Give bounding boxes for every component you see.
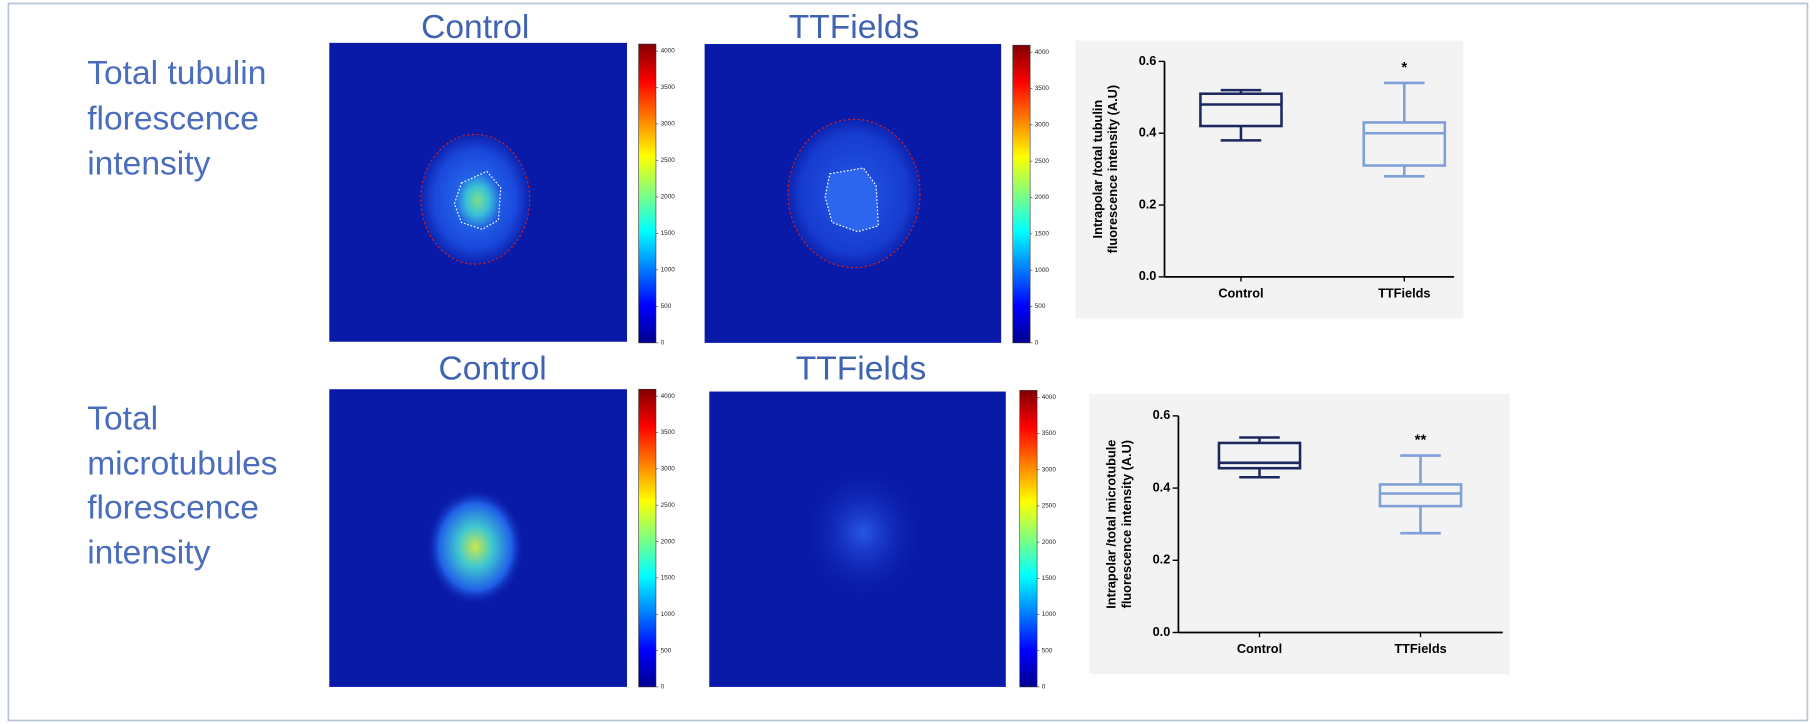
colorbar-tick-label: 3500	[661, 84, 676, 91]
y-tick-label: 0.6	[1153, 407, 1171, 422]
x-tick-label: Control	[1218, 286, 1263, 301]
colorbar-tick-label: 2500	[661, 157, 676, 164]
row-label: Total	[87, 400, 158, 437]
panel-title: TTFields	[796, 351, 927, 388]
colorbar-tick-label: 3500	[1042, 430, 1057, 437]
colorbar	[638, 43, 657, 344]
heatmap	[704, 44, 1002, 343]
row-label: intensity	[87, 146, 210, 183]
colorbar-tick-label: 1000	[661, 267, 676, 274]
row-label: microtubules	[87, 446, 277, 483]
y-axis-label: fluorescence intensity (A.U)	[1119, 440, 1134, 608]
colorbar-tick-label: 2500	[661, 502, 676, 509]
colorbar-tick-label: 2000	[1042, 539, 1057, 546]
colorbar	[1019, 390, 1038, 688]
colorbar-tick-label: 1500	[1035, 231, 1050, 238]
box	[1217, 441, 1302, 470]
x-tick-label: Control	[1237, 641, 1282, 656]
colorbar-tick-label: 2000	[661, 538, 676, 545]
colorbar-tick-label: 2000	[1035, 194, 1050, 201]
colorbar-tick-label: 3500	[1035, 85, 1050, 92]
colorbar-tick-label: 4000	[661, 48, 676, 55]
colorbar-tick-label: 3000	[1042, 466, 1057, 473]
y-tick-label: 0.4	[1153, 479, 1172, 494]
colorbar-tick-label: 1500	[1042, 575, 1057, 582]
panel-title: TTFields	[789, 9, 920, 46]
colorbar-tick-label: 4000	[1042, 394, 1057, 401]
heatmap	[329, 389, 628, 687]
colorbar-tick-label: 1000	[661, 611, 676, 618]
panel-title: Control	[439, 351, 547, 388]
colorbar-tick-label: 0	[1042, 684, 1046, 691]
colorbar-tick-label: 0	[661, 684, 665, 691]
panel-title: Control	[421, 9, 529, 46]
colorbar-tick-label: 3500	[661, 429, 676, 436]
colorbar-tick-label: 500	[661, 303, 672, 310]
colorbar-tick-label: 500	[1035, 303, 1046, 310]
row-label: florescence	[87, 490, 259, 527]
colorbar-tick-label: 2500	[1042, 503, 1057, 510]
x-tick-label: TTFields	[1394, 641, 1446, 656]
y-axis-label: Intrapolar /total microtubule	[1104, 440, 1119, 609]
colorbar-tick-label: 4000	[661, 393, 676, 400]
colorbar-tick-label: 2500	[1035, 158, 1050, 165]
heatmap	[709, 391, 1006, 687]
colorbar-tick-label: 0	[1035, 340, 1039, 347]
colorbar-tick-label: 3000	[1035, 122, 1050, 129]
colorbar-tick-label: 2000	[661, 194, 676, 201]
colorbar-tick-label: 1500	[661, 575, 676, 582]
heatmap	[329, 42, 628, 342]
colorbar-tick-label: 0	[661, 340, 665, 347]
row-label: Total tubulin	[87, 55, 266, 92]
y-tick-label: 0.2	[1139, 196, 1157, 211]
box	[1378, 483, 1463, 508]
y-tick-label: 0.2	[1153, 552, 1171, 567]
significance: *	[1401, 59, 1407, 76]
colorbar-tick-label: 1000	[1042, 611, 1057, 618]
colorbar-tick-label: 1500	[661, 230, 676, 237]
colorbar-tick-label: 500	[1042, 647, 1053, 654]
y-axis-label: Intrapolar /total tubulin	[1090, 100, 1105, 239]
box	[1199, 92, 1283, 128]
y-tick-label: 0.4	[1139, 125, 1158, 140]
colorbar	[638, 388, 657, 688]
y-tick-label: 0.0	[1139, 268, 1157, 283]
significance: **	[1415, 431, 1427, 448]
row-label: florescence	[87, 100, 259, 137]
chart-background	[1075, 40, 1464, 319]
colorbar-tick-label: 500	[661, 647, 672, 654]
frame	[7, 2, 1809, 722]
colorbar-tick-label: 3000	[661, 121, 676, 128]
colorbar-tick-label: 1000	[1035, 267, 1050, 274]
y-tick-label: 0.0	[1153, 624, 1171, 639]
y-axis-label: fluorescence intensity (A.U)	[1105, 85, 1120, 253]
x-tick-label: TTFields	[1378, 286, 1430, 301]
box	[1362, 121, 1447, 167]
colorbar-tick-label: 3000	[661, 466, 676, 473]
colorbar-tick-label: 4000	[1035, 49, 1050, 56]
y-tick-label: 0.6	[1139, 53, 1157, 68]
row-label: intensity	[87, 535, 210, 572]
colorbar	[1012, 44, 1031, 344]
